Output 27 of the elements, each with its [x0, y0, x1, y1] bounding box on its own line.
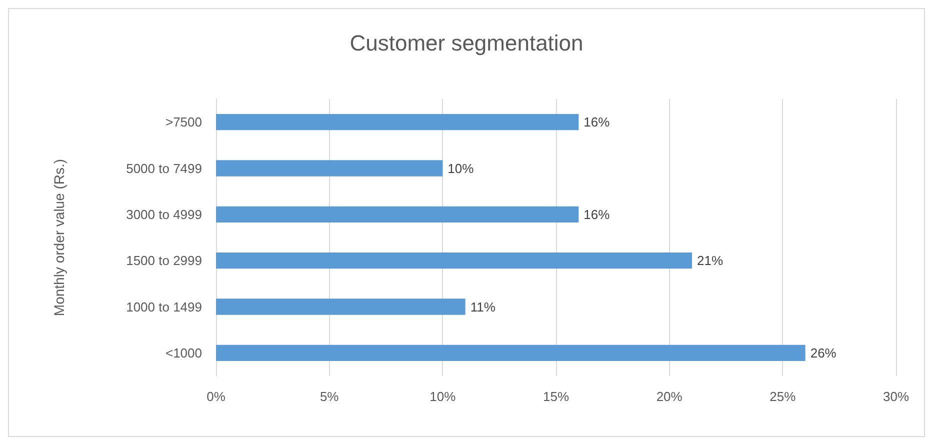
data-label: 26% — [810, 345, 837, 360]
data-label: 11% — [470, 299, 496, 314]
y-tick-label: 1500 to 2999 — [126, 253, 202, 268]
x-tick-label: 20% — [656, 389, 683, 404]
data-label: 21% — [697, 253, 724, 268]
data-label: 16% — [584, 206, 610, 222]
bar — [216, 344, 806, 361]
bar — [216, 206, 579, 222]
y-tick-label: 1000 to 1499 — [126, 299, 202, 314]
y-tick-label: <1000 — [165, 345, 202, 360]
y-tick-label: 5000 to 7499 — [126, 160, 202, 176]
bar — [216, 160, 443, 176]
bar — [216, 298, 466, 315]
x-tick-label: 10% — [430, 389, 456, 404]
bar — [216, 114, 579, 130]
data-label: 10% — [448, 160, 474, 176]
chart-title: Customer segmentation — [350, 30, 584, 56]
y-axis-title: Monthly order value (Rs.) — [51, 158, 67, 316]
bar — [216, 252, 692, 269]
x-tick-label: 15% — [542, 389, 570, 404]
data-label: 16% — [584, 114, 610, 130]
y-tick-label: 3000 to 4999 — [126, 206, 202, 222]
x-tick-label: 0% — [206, 389, 226, 404]
x-tick-label: 25% — [770, 389, 796, 404]
y-tick-label: >7500 — [165, 114, 202, 130]
x-tick-label: 30% — [882, 389, 910, 404]
x-tick-label: 5% — [320, 389, 340, 404]
